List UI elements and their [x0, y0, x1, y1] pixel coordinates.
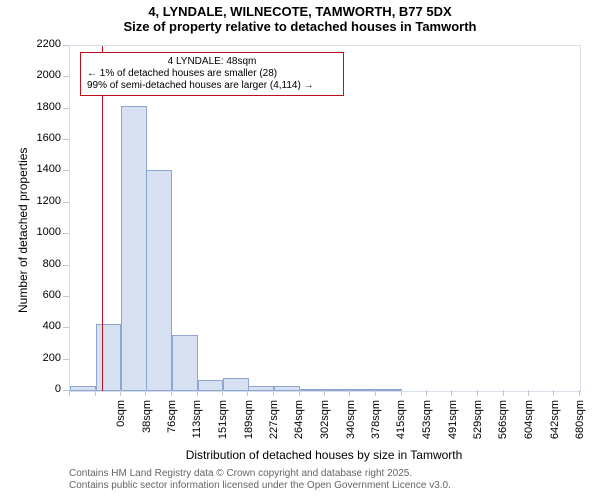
ytick-label: 1400: [27, 163, 61, 175]
ytick-mark: [63, 233, 69, 234]
ytick-mark: [63, 359, 69, 360]
xtick-mark: [324, 390, 325, 396]
xtick-label: 566sqm: [497, 400, 509, 450]
xtick-mark: [528, 390, 529, 396]
xtick-label: 113sqm: [191, 400, 203, 450]
xtick-mark: [375, 390, 376, 396]
xtick-mark: [401, 390, 402, 396]
xtick-label: 415sqm: [395, 400, 407, 450]
ytick-label: 2200: [27, 38, 61, 50]
ytick-label: 0: [27, 383, 61, 395]
footer-line-2: Contains public sector information licen…: [69, 480, 451, 492]
annotation-line: ← 1% of detached houses are smaller (28): [87, 68, 337, 80]
xtick-label: 340sqm: [345, 400, 357, 450]
xtick-label: 264sqm: [293, 400, 305, 450]
histogram-bar: [146, 170, 172, 391]
ytick-mark: [63, 265, 69, 266]
histogram-bar: [96, 324, 122, 391]
xtick-label: 227sqm: [268, 400, 280, 450]
annotation-line: 99% of semi-detached houses are larger (…: [87, 80, 337, 92]
xtick-mark: [273, 390, 274, 396]
xtick-mark: [477, 390, 478, 396]
xtick-mark: [451, 390, 452, 396]
ytick-label: 600: [27, 289, 61, 301]
histogram-bar: [248, 386, 274, 391]
xtick-mark: [247, 390, 248, 396]
ytick-mark: [63, 108, 69, 109]
xtick-label: 642sqm: [549, 400, 561, 450]
ytick-label: 200: [27, 352, 61, 364]
ytick-mark: [63, 76, 69, 77]
xtick-mark: [349, 390, 350, 396]
xtick-label: 529sqm: [472, 400, 484, 450]
histogram-bar: [376, 389, 402, 391]
xtick-mark: [145, 390, 146, 396]
xtick-mark: [579, 390, 580, 396]
histogram-bar: [300, 389, 326, 391]
ytick-mark: [63, 202, 69, 203]
histogram-bar: [350, 389, 376, 391]
xtick-mark: [426, 390, 427, 396]
attribution-footer: Contains HM Land Registry data © Crown c…: [69, 468, 451, 492]
xtick-mark: [222, 390, 223, 396]
ytick-mark: [63, 139, 69, 140]
histogram-bar: [223, 378, 249, 391]
xtick-label: 453sqm: [421, 400, 433, 450]
ytick-mark: [63, 170, 69, 171]
xtick-label: 680sqm: [574, 400, 586, 450]
histogram-bar: [325, 389, 351, 391]
annotation-line: 4 LYNDALE: 48sqm: [87, 56, 337, 68]
ytick-label: 1000: [27, 226, 61, 238]
xtick-label: 76sqm: [166, 400, 178, 450]
ytick-label: 1200: [27, 195, 61, 207]
xtick-mark: [95, 390, 96, 396]
ytick-mark: [63, 327, 69, 328]
xtick-label: 189sqm: [243, 400, 255, 450]
title-line-1: 4, LYNDALE, WILNECOTE, TAMWORTH, B77 5DX: [0, 4, 600, 19]
histogram-bar: [172, 335, 198, 391]
xtick-label: 38sqm: [141, 400, 153, 450]
ytick-label: 1600: [27, 132, 61, 144]
ytick-label: 800: [27, 258, 61, 270]
xtick-mark: [503, 390, 504, 396]
histogram-bar: [198, 380, 224, 391]
ytick-label: 400: [27, 320, 61, 332]
histogram-bar: [70, 386, 96, 391]
xtick-label: 604sqm: [523, 400, 535, 450]
histogram-bar: [121, 106, 147, 391]
xtick-mark: [553, 390, 554, 396]
ytick-mark: [63, 45, 69, 46]
ytick-mark: [63, 296, 69, 297]
ytick-label: 1800: [27, 101, 61, 113]
xtick-label: 378sqm: [370, 400, 382, 450]
annotation-callout: 4 LYNDALE: 48sqm← 1% of detached houses …: [80, 52, 344, 96]
footer-line-1: Contains HM Land Registry data © Crown c…: [69, 468, 451, 480]
histogram-plot: 4 LYNDALE: 48sqm← 1% of detached houses …: [69, 45, 581, 392]
xtick-mark: [197, 390, 198, 396]
xtick-mark: [171, 390, 172, 396]
xtick-label: 491sqm: [447, 400, 459, 450]
xtick-mark: [120, 390, 121, 396]
x-axis-label: Distribution of detached houses by size …: [69, 448, 579, 462]
histogram-bar: [274, 386, 300, 391]
xtick-label: 0sqm: [115, 400, 127, 450]
title-line-2: Size of property relative to detached ho…: [0, 19, 600, 34]
ytick-label: 2000: [27, 69, 61, 81]
chart-title-block: 4, LYNDALE, WILNECOTE, TAMWORTH, B77 5DX…: [0, 0, 600, 34]
xtick-mark: [299, 390, 300, 396]
xtick-label: 151sqm: [217, 400, 229, 450]
xtick-mark: [69, 390, 70, 396]
xtick-label: 302sqm: [319, 400, 331, 450]
property-marker-line: [102, 46, 103, 391]
